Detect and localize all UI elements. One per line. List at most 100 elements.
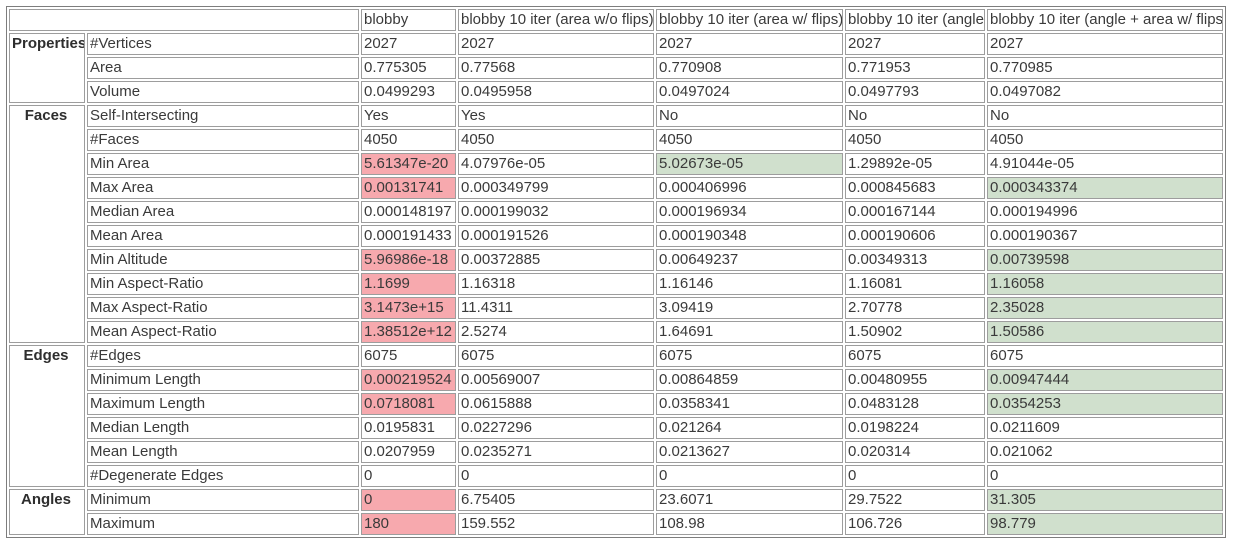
mesh-comparison-table: blobby blobby 10 iter (area w/o flips) blo… [6, 6, 1226, 538]
table-row: Mean Aspect-Ratio 1.38512e+12 2.5274 1.6469… [9, 321, 1223, 343]
cell-value: 4050 [656, 129, 843, 151]
row-label: Mean Area [87, 225, 359, 247]
table-row: Faces Self-Intersecting Yes Yes No No No [9, 105, 1223, 343]
table-row: Volume 0.0499293 0.0495958 0.0497024 0.04977… [9, 81, 1223, 103]
table-row: #Degenerate Edges 0 0 0 0 0 [9, 465, 1223, 487]
table-row: Area 0.775305 0.77568 0.770908 0.771953 0.770… [9, 57, 1223, 79]
cell-value: 1.50902 [845, 321, 985, 343]
cell-value: 1.16058 [987, 273, 1223, 295]
cell-value: 0.0227296 [458, 417, 654, 439]
cell-value: 0.00569007 [458, 369, 654, 391]
cell-value: 31.305 [987, 489, 1223, 511]
row-label: Median Area [87, 201, 359, 223]
row-label: Minimum Length [87, 369, 359, 391]
cell-value: 2027 [656, 33, 843, 55]
cell-value: 5.61347e-20 [361, 153, 456, 175]
row-label: Minimum [87, 489, 359, 511]
cell-value: 0.000191526 [458, 225, 654, 247]
cell-value: 0.000167144 [845, 201, 985, 223]
cell-value: 0.0497082 [987, 81, 1223, 103]
cell-value: 2027 [361, 33, 456, 55]
cell-value: 0.0213627 [656, 441, 843, 463]
cell-value: 4050 [458, 129, 654, 151]
cell-value: 6.75405 [458, 489, 654, 511]
cell-value: 6075 [458, 345, 654, 367]
cell-value: 0.0211609 [987, 417, 1223, 439]
cell-value: 0.000190348 [656, 225, 843, 247]
cell-value: 0.770908 [656, 57, 843, 79]
cell-value: No [845, 105, 985, 127]
cell-value: 0.00947444 [987, 369, 1223, 391]
table-row: Max Area 0.00131741 0.000349799 0.000406996… [9, 177, 1223, 199]
cell-value: 0.021062 [987, 441, 1223, 463]
row-label: Maximum Length [87, 393, 359, 415]
cell-value: 0.00349313 [845, 249, 985, 271]
cell-value: 0.000845683 [845, 177, 985, 199]
cell-value: 180 [361, 513, 456, 535]
cell-value: 0.000349799 [458, 177, 654, 199]
cell-value: 2027 [845, 33, 985, 55]
cell-value: 0.0207959 [361, 441, 456, 463]
cell-value: 0.0483128 [845, 393, 985, 415]
cell-value: 0.775305 [361, 57, 456, 79]
table-row: Properties #Vertices 2027 2027 2027 2027 2027 [9, 33, 1223, 103]
column-header: blobby [361, 9, 456, 31]
cell-value: 0.000191433 [361, 225, 456, 247]
cell-value: 0.000196934 [656, 201, 843, 223]
cell-value: 0.020314 [845, 441, 985, 463]
cell-value: 0 [845, 465, 985, 487]
cell-value: 0 [361, 465, 456, 487]
cell-value: 0.00649237 [656, 249, 843, 271]
cell-value: 2.35028 [987, 297, 1223, 319]
cell-value: 0 [656, 465, 843, 487]
cell-value: 0.00131741 [361, 177, 456, 199]
cell-value: 6075 [845, 345, 985, 367]
row-label: #Faces [87, 129, 359, 151]
cell-value: 1.50586 [987, 321, 1223, 343]
cell-value: 0.771953 [845, 57, 985, 79]
cell-value: 1.16318 [458, 273, 654, 295]
cell-value: 4.07976e-05 [458, 153, 654, 175]
cell-value: 0.0718081 [361, 393, 456, 415]
cell-value: 5.02673e-05 [656, 153, 843, 175]
cell-value: 0.000148197 [361, 201, 456, 223]
cell-value: 0 [458, 465, 654, 487]
cell-value: No [987, 105, 1223, 127]
cell-value: 106.726 [845, 513, 985, 535]
table-row: Maximum 180 159.552 108.98 106.726 98.779 [9, 513, 1223, 535]
cell-value: 0.0495958 [458, 81, 654, 103]
row-label: Volume [87, 81, 359, 103]
cell-value: 1.16081 [845, 273, 985, 295]
row-label: Min Aspect-Ratio [87, 273, 359, 295]
cell-value: 0.0358341 [656, 393, 843, 415]
row-label: Max Aspect-Ratio [87, 297, 359, 319]
cell-value: 1.29892e-05 [845, 153, 985, 175]
cell-value: 2027 [458, 33, 654, 55]
cell-value: 0.000190367 [987, 225, 1223, 247]
table-row: #Faces 4050 4050 4050 4050 4050 [9, 129, 1223, 151]
cell-value: 98.779 [987, 513, 1223, 535]
table-row: Median Length 0.0195831 0.0227296 0.021264 0… [9, 417, 1223, 439]
cell-value: 108.98 [656, 513, 843, 535]
cell-value: Yes [361, 105, 456, 127]
row-label: #Vertices [87, 33, 359, 55]
cell-value: 0.00864859 [656, 369, 843, 391]
row-label: Area [87, 57, 359, 79]
table-row: Min Altitude 5.96986e-18 0.00372885 0.00649… [9, 249, 1223, 271]
cell-value: 1.1699 [361, 273, 456, 295]
cell-value: 159.552 [458, 513, 654, 535]
cell-value: 0.0499293 [361, 81, 456, 103]
cell-value: 0.000190606 [845, 225, 985, 247]
cell-value: 0.000343374 [987, 177, 1223, 199]
row-label: Max Area [87, 177, 359, 199]
cell-value: 0.770985 [987, 57, 1223, 79]
section-label: Edges [9, 345, 85, 487]
row-label: Self-Intersecting [87, 105, 359, 127]
row-label: Mean Length [87, 441, 359, 463]
row-label: #Edges [87, 345, 359, 367]
cell-value: 0.000194996 [987, 201, 1223, 223]
table-row: Angles Minimum 0 6.75405 23.6071 29.7522 31.30… [9, 489, 1223, 535]
table-row: Min Aspect-Ratio 1.1699 1.16318 1.16146 1.16… [9, 273, 1223, 295]
row-label: Median Length [87, 417, 359, 439]
cell-value: 0.0235271 [458, 441, 654, 463]
